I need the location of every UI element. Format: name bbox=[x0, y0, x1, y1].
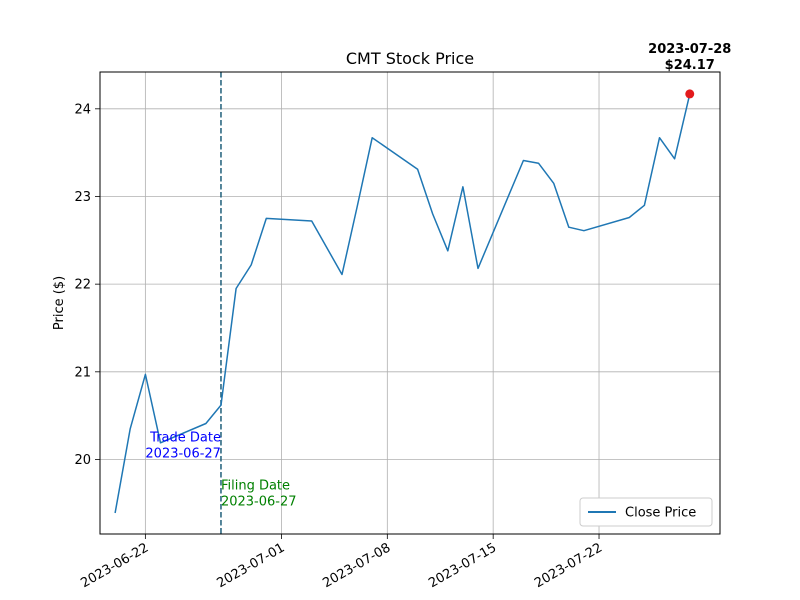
legend-box bbox=[579, 497, 713, 527]
y-tick-label: 24 bbox=[74, 102, 91, 117]
y-tick-label: 22 bbox=[74, 278, 91, 293]
plot-area-frame bbox=[99, 71, 721, 535]
y-tick-label: 20 bbox=[74, 453, 91, 468]
latest-price-point bbox=[685, 89, 695, 99]
legend-label: Close Price bbox=[625, 506, 696, 521]
filing-annotation-line: 2023-06-27 bbox=[221, 495, 297, 510]
trade-annotation-line: 2023-06-27 bbox=[145, 446, 221, 461]
y-axis-label: Price ($) bbox=[52, 276, 67, 330]
latest-price-date-label: 2023-07-28 bbox=[648, 42, 731, 57]
y-axis-ticks: 20 21 22 23 24 bbox=[74, 102, 100, 468]
highlight-points: 2023-07-28$24.17 bbox=[648, 42, 731, 99]
latest-price-value-label: $24.17 bbox=[665, 58, 715, 73]
y-tick-label: 21 bbox=[74, 365, 91, 380]
trade-annotation-line: Trade Date bbox=[149, 430, 221, 445]
filing-annotation-line: Filing Date bbox=[221, 479, 290, 494]
close-price-line bbox=[114, 93, 691, 514]
y-tick-label: 23 bbox=[74, 190, 91, 205]
legend: Close Price bbox=[579, 497, 713, 527]
chart-title: CMT Stock Price bbox=[346, 49, 474, 68]
series-group bbox=[114, 93, 691, 514]
